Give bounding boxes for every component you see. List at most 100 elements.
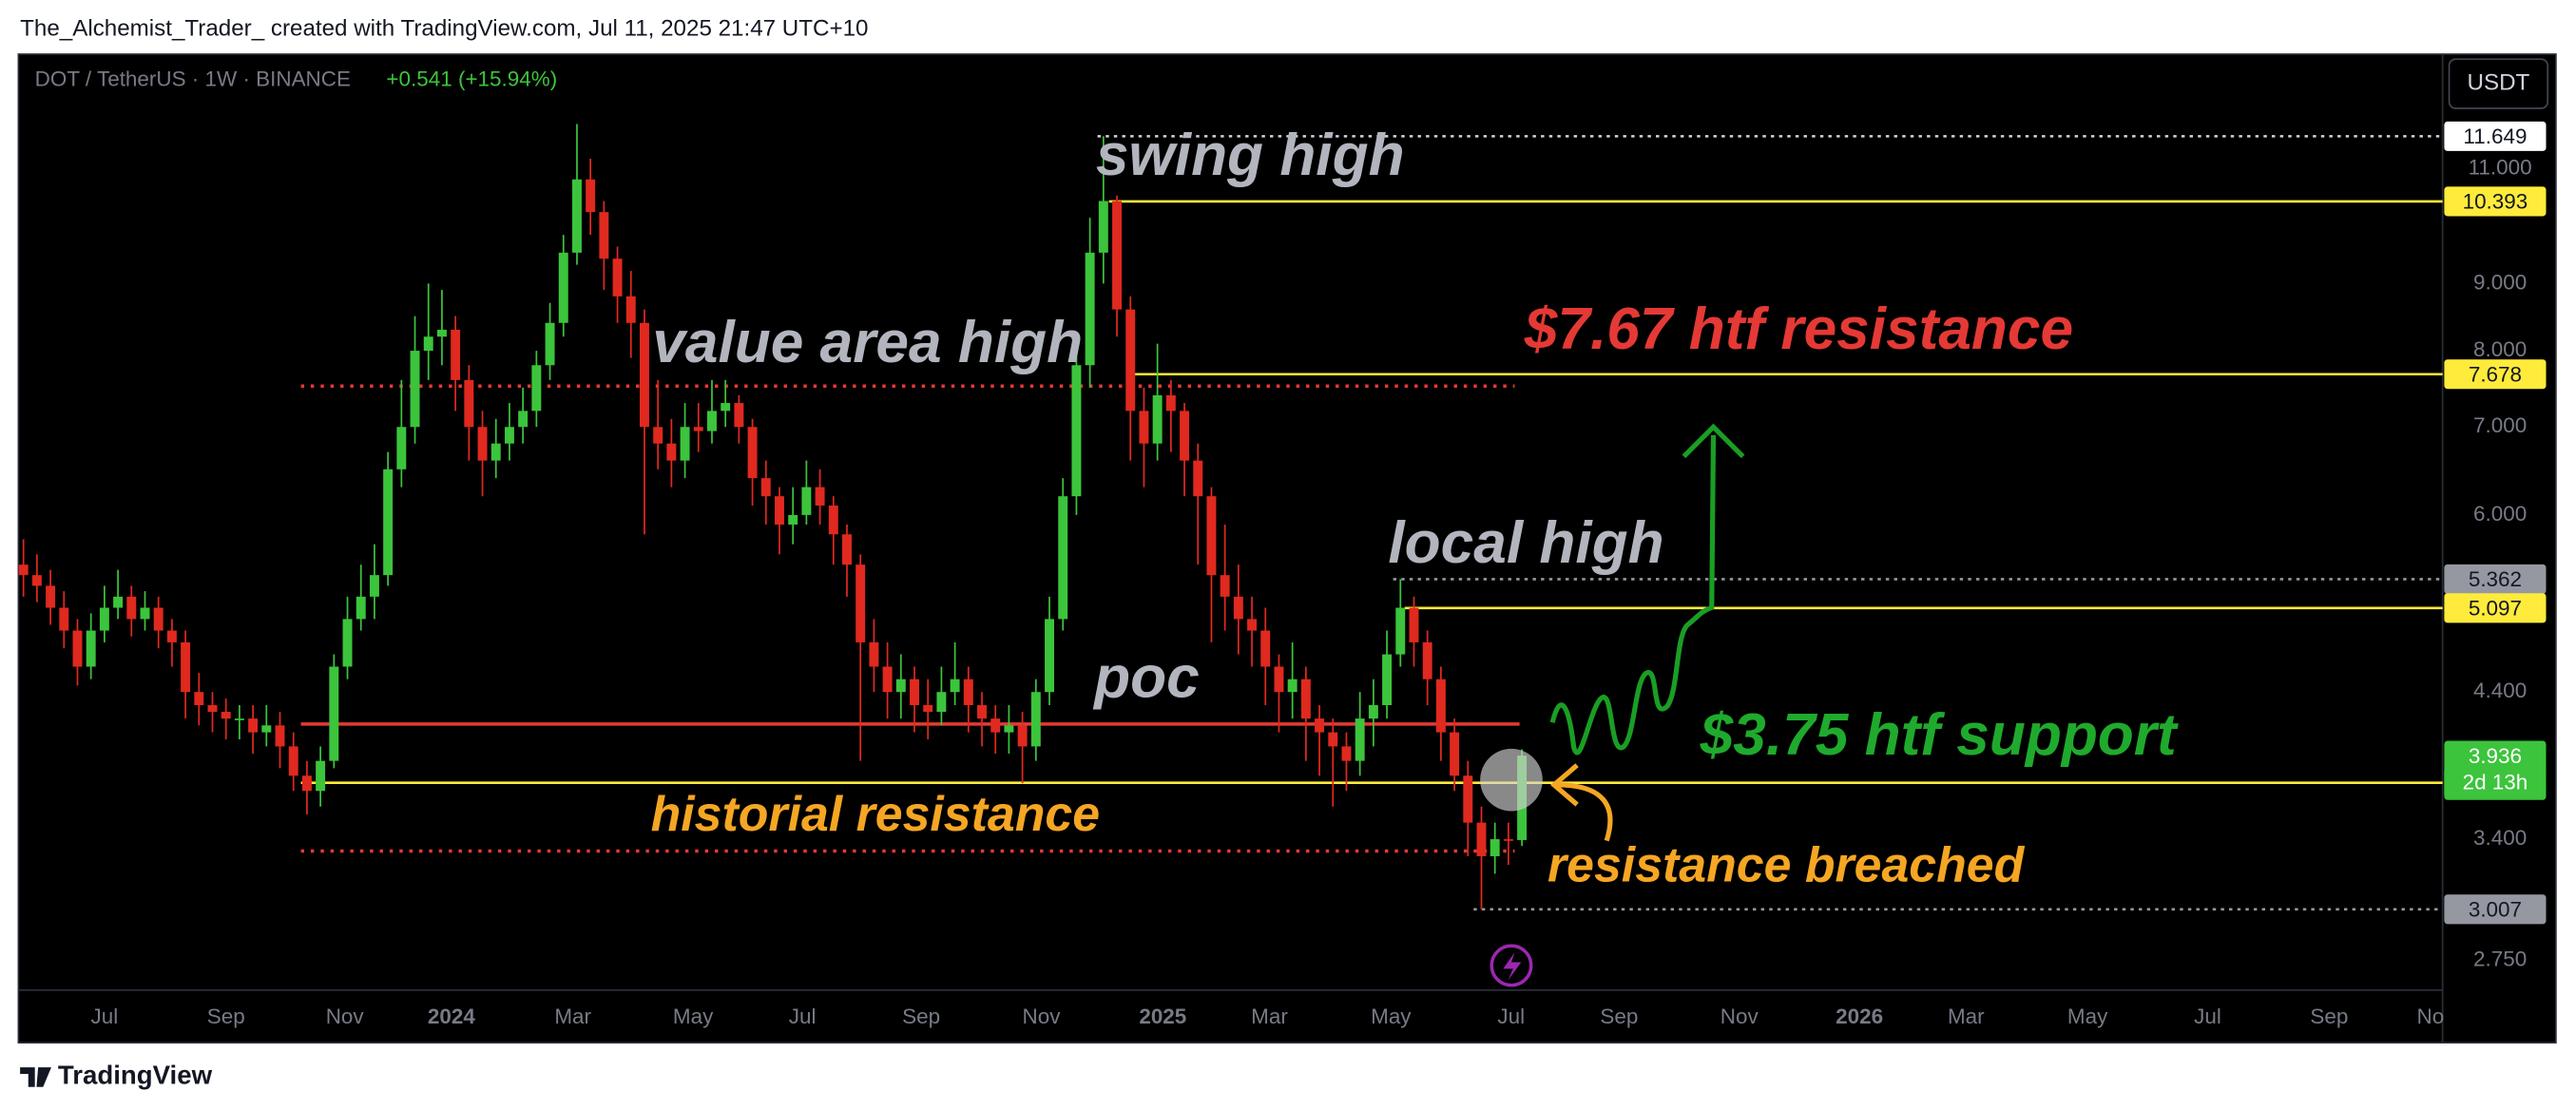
candle-body	[977, 704, 987, 719]
candle-body	[1045, 619, 1054, 693]
candle-body	[1287, 679, 1298, 693]
candle-body	[329, 666, 339, 761]
candle-body	[1004, 725, 1014, 733]
y-tick-label: 6.000	[2473, 502, 2527, 526]
candle-body	[747, 427, 758, 479]
candle-body	[1152, 394, 1163, 444]
candle-body	[910, 679, 919, 705]
candle-body	[221, 712, 231, 719]
candle-body	[612, 258, 623, 297]
level-label: 11.649	[2463, 124, 2527, 148]
bar-countdown: 2d 13h	[2463, 770, 2528, 794]
candle-body	[1315, 718, 1325, 733]
candle-body	[140, 607, 150, 620]
level-label-box	[2444, 121, 2547, 151]
candle-body	[464, 379, 474, 428]
candle-body	[1139, 411, 1149, 444]
candle-body	[1112, 201, 1123, 310]
candle-body	[586, 179, 596, 213]
candle-body	[1435, 679, 1446, 733]
candle-body	[1355, 718, 1365, 761]
candle-body	[113, 596, 124, 608]
x-tick-label: Jul	[91, 1005, 119, 1028]
candle-body	[1300, 679, 1311, 719]
x-tick-label: May	[673, 1005, 714, 1028]
x-tick-label: Jul	[1497, 1005, 1525, 1028]
candle-body	[734, 403, 744, 428]
x-tick-label: 2026	[1836, 1005, 1883, 1028]
candle-body	[869, 641, 879, 667]
candle-body	[788, 514, 798, 525]
candle-body	[1220, 575, 1230, 597]
candle-body	[518, 411, 529, 428]
candle-body	[477, 427, 488, 461]
x-tick-label: Nov	[326, 1005, 365, 1028]
candle-body	[855, 565, 866, 642]
candle-body	[1165, 394, 1176, 411]
candle-body	[828, 505, 838, 535]
candle-body	[1030, 692, 1041, 747]
candle-body	[248, 718, 259, 733]
candle-body	[1328, 732, 1338, 747]
candle-body	[1368, 704, 1378, 719]
candle-body	[86, 630, 96, 667]
brand-logo	[20, 1067, 51, 1087]
candle-body	[1422, 641, 1432, 679]
candle-body	[1490, 839, 1500, 856]
candle-body	[234, 718, 244, 720]
candle-body	[275, 725, 285, 747]
breach-arrowhead	[1549, 763, 1579, 807]
annotation: swing high	[1096, 123, 1405, 188]
candle-body	[383, 469, 394, 576]
candle-body	[301, 775, 312, 792]
projection-arrow	[1549, 434, 1717, 756]
event-icon-bolt	[1503, 952, 1522, 981]
candle-body	[166, 630, 177, 642]
price-change: +0.541 (+15.94%)	[386, 67, 557, 91]
level-label: 5.097	[2469, 597, 2522, 621]
last-price-box	[2444, 740, 2547, 800]
annotation: local high	[1388, 510, 1663, 576]
candle-body	[558, 252, 568, 323]
candle-body	[46, 585, 56, 608]
chart-frame	[17, 53, 2557, 1044]
event-icon[interactable]	[1490, 944, 1533, 987]
candle-body	[1017, 725, 1028, 747]
candle-body	[1409, 607, 1419, 642]
currency-button[interactable]	[2448, 58, 2549, 109]
candle-body	[1233, 596, 1243, 620]
level-label-box	[2444, 359, 2547, 390]
candle-body	[396, 427, 407, 469]
candle-body	[1395, 607, 1406, 655]
breakout-marker	[1480, 748, 1543, 812]
candle-body	[680, 427, 690, 461]
candles-layer	[18, 124, 1528, 909]
y-tick-label: 9.000	[2473, 270, 2527, 294]
candle-body	[207, 704, 218, 713]
candle-body	[936, 692, 947, 713]
y-tick-label: 7.000	[2473, 413, 2527, 437]
candle-body	[436, 329, 447, 337]
candle-body	[1247, 619, 1258, 631]
x-tick-label: May	[2067, 1005, 2108, 1028]
x-tick-label: Sep	[1600, 1005, 1638, 1028]
candle-body	[31, 575, 42, 586]
candle-body	[721, 403, 731, 411]
candle-body	[1098, 201, 1108, 253]
candle-body	[531, 365, 542, 411]
candle-body	[1071, 365, 1082, 497]
candle-body	[153, 607, 163, 631]
candle-body	[356, 596, 366, 620]
candle-body	[1180, 411, 1190, 461]
candle-body	[423, 336, 433, 352]
candle-body	[963, 679, 973, 705]
candle-body	[1058, 496, 1068, 620]
candle-body	[1341, 746, 1352, 761]
candle-body	[72, 630, 83, 667]
candle-body	[707, 411, 717, 431]
candle-body	[1260, 630, 1271, 667]
candle-body	[342, 619, 353, 667]
projection-arrowhead	[1682, 423, 1745, 459]
